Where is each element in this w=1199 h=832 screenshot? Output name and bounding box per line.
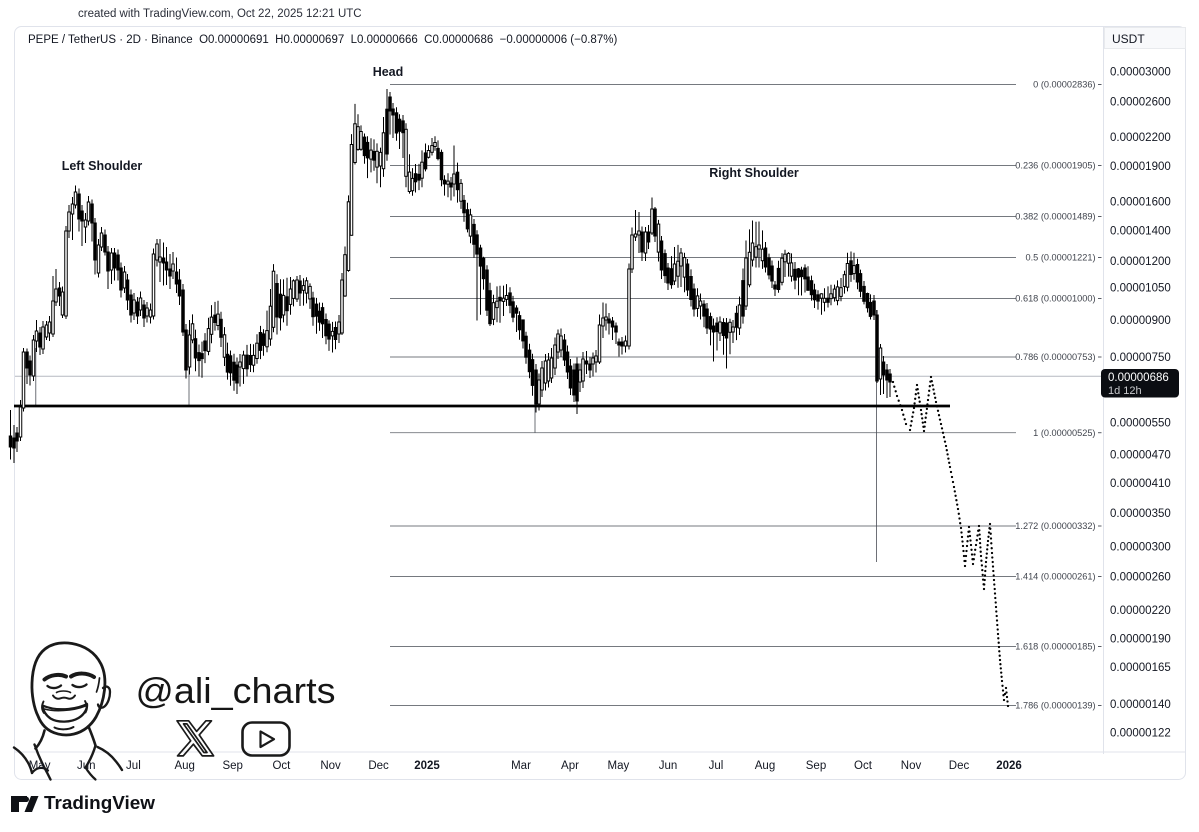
svg-text:0.00001200: 0.00001200	[1110, 256, 1171, 268]
svg-text:Dec: Dec	[368, 760, 389, 772]
svg-text:0.786 (0.00000753): 0.786 (0.00000753)	[1015, 352, 1095, 362]
svg-text:0.00000140: 0.00000140	[1110, 699, 1171, 711]
svg-text:0.00000190: 0.00000190	[1110, 634, 1171, 646]
svg-text:1 (0.00000525): 1 (0.00000525)	[1033, 428, 1095, 438]
svg-text:0.00000750: 0.00000750	[1110, 352, 1171, 364]
svg-text:0.00001900: 0.00001900	[1110, 161, 1171, 173]
svg-text:Jun: Jun	[77, 760, 96, 772]
svg-text:1d 12h: 1d 12h	[1108, 385, 1142, 397]
svg-text:0.382 (0.00001489): 0.382 (0.00001489)	[1015, 212, 1095, 222]
svg-text:Right Shoulder: Right Shoulder	[709, 166, 799, 180]
svg-text:0.00001600: 0.00001600	[1110, 196, 1171, 208]
svg-text:Jun: Jun	[659, 760, 678, 772]
svg-text:0.00000410: 0.00000410	[1110, 478, 1171, 490]
svg-text:PEPE / TetherUS · 2D · Binance: PEPE / TetherUS · 2D · Binance O0.000006…	[28, 34, 617, 46]
svg-text:Jul: Jul	[709, 760, 724, 772]
svg-text:Jul: Jul	[126, 760, 141, 772]
svg-text:0.00000260: 0.00000260	[1110, 572, 1171, 584]
svg-text:Head: Head	[373, 65, 404, 79]
svg-text:1.272 (0.00000332): 1.272 (0.00000332)	[1015, 521, 1095, 531]
svg-text:Nov: Nov	[901, 760, 922, 772]
svg-text:Mar: Mar	[511, 760, 531, 772]
svg-text:created with TradingView.com,: created with TradingView.com, Oct 22, 20…	[78, 8, 362, 20]
svg-text:0.618 (0.00001000): 0.618 (0.00001000)	[1015, 294, 1095, 304]
svg-text:0.00003000: 0.00003000	[1110, 67, 1171, 79]
svg-text:1.618 (0.00000185): 1.618 (0.00000185)	[1015, 642, 1095, 652]
svg-text:Nov: Nov	[320, 760, 341, 772]
svg-text:0.00001050: 0.00001050	[1110, 283, 1171, 295]
svg-text:@ali_charts: @ali_charts	[136, 670, 336, 711]
svg-text:1.414 (0.00000261): 1.414 (0.00000261)	[1015, 572, 1095, 582]
svg-text:0.00000220: 0.00000220	[1110, 605, 1171, 617]
svg-text:Oct: Oct	[272, 760, 291, 772]
svg-text:0.00000686: 0.00000686	[1108, 372, 1169, 384]
svg-text:0.00000900: 0.00000900	[1110, 315, 1171, 327]
svg-text:Oct: Oct	[854, 760, 873, 772]
svg-text:Sep: Sep	[222, 760, 242, 772]
svg-text:May: May	[608, 760, 630, 772]
svg-text:0.00000300: 0.00000300	[1110, 542, 1171, 554]
svg-text:0.00000122: 0.00000122	[1110, 727, 1171, 739]
svg-text:0.00000470: 0.00000470	[1110, 450, 1171, 462]
svg-text:Sep: Sep	[806, 760, 826, 772]
svg-text:Left Shoulder: Left Shoulder	[62, 159, 143, 173]
svg-text:2026: 2026	[996, 760, 1022, 772]
svg-text:0.00002200: 0.00002200	[1110, 132, 1171, 144]
svg-text:Aug: Aug	[174, 760, 194, 772]
svg-text:Apr: Apr	[561, 760, 579, 772]
svg-text:Dec: Dec	[949, 760, 970, 772]
svg-text:2025: 2025	[414, 760, 440, 772]
svg-text:0.236 (0.00001905): 0.236 (0.00001905)	[1015, 161, 1095, 171]
svg-text:0.00001400: 0.00001400	[1110, 226, 1171, 238]
svg-text:0.00000550: 0.00000550	[1110, 418, 1171, 430]
svg-text:0.00002600: 0.00002600	[1110, 97, 1171, 109]
svg-text:May: May	[29, 760, 51, 772]
svg-text:USDT: USDT	[1112, 32, 1145, 46]
svg-text:0.5 (0.00001221): 0.5 (0.00001221)	[1026, 253, 1096, 263]
svg-text:0 (0.00002836): 0 (0.00002836)	[1033, 80, 1095, 90]
svg-text:1.786 (0.00000139): 1.786 (0.00000139)	[1015, 701, 1095, 711]
svg-text:TradingView: TradingView	[44, 793, 156, 813]
svg-text:0.00000165: 0.00000165	[1110, 662, 1171, 674]
svg-text:Aug: Aug	[755, 760, 775, 772]
svg-text:0.00000350: 0.00000350	[1110, 508, 1171, 520]
